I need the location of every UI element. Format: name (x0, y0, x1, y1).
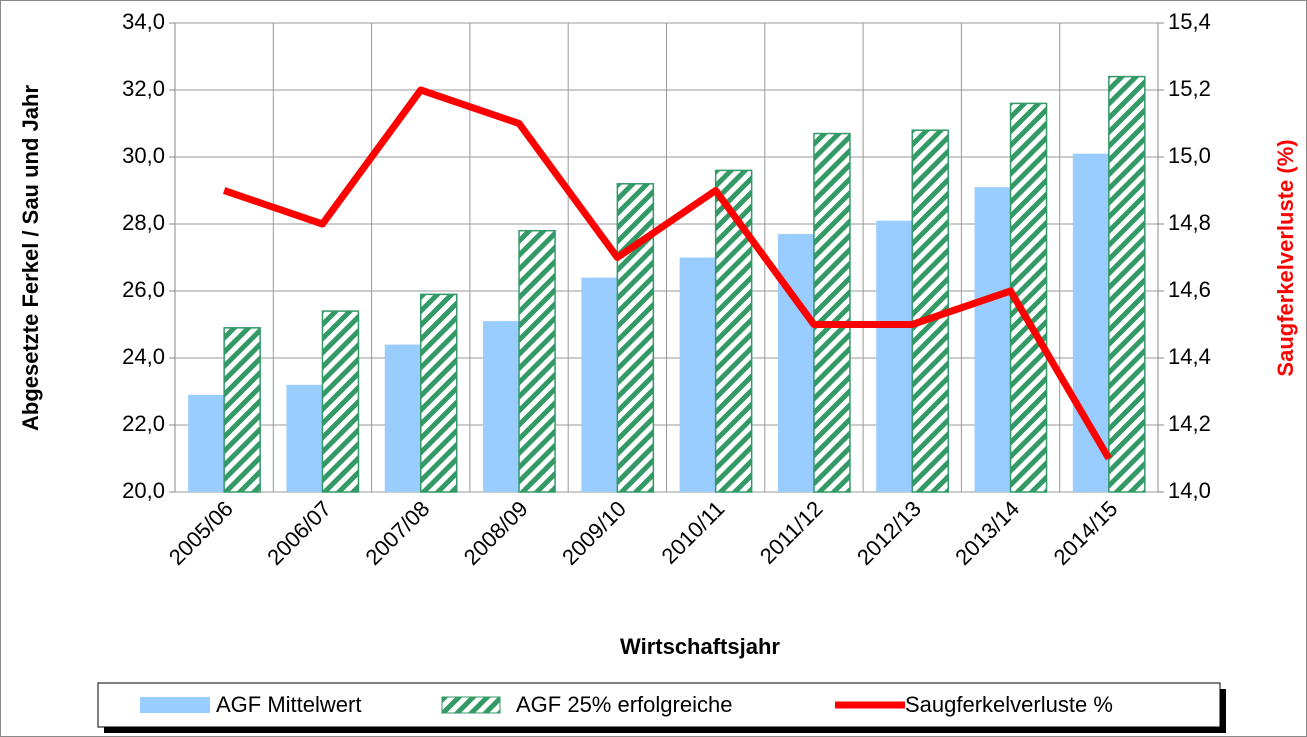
bar (581, 277, 618, 492)
legend-label: Saugferkelverluste % (905, 692, 1113, 717)
bar (1108, 75, 1146, 493)
y2-tick-label: 15,0 (1168, 143, 1211, 168)
x-axis-title: Wirtschaftsjahr (620, 634, 780, 659)
y-axis-title: Abgesetzte Ferkel / Sau und Jahr (18, 85, 43, 431)
y2-tick-label: 14,6 (1168, 277, 1211, 302)
bar (223, 327, 261, 493)
y2-tick-label: 14,2 (1168, 411, 1211, 436)
legend-swatch (140, 697, 210, 713)
y-tick-label: 30,0 (122, 143, 165, 168)
y2-tick-label: 14,4 (1168, 344, 1211, 369)
bar (714, 169, 753, 493)
y2-tick-label: 14,8 (1168, 210, 1211, 235)
y-tick-label: 28,0 (122, 210, 165, 235)
y2-tick-label: 14,0 (1168, 478, 1211, 503)
bar (1072, 153, 1109, 492)
y-tick-label: 20,0 (122, 478, 165, 503)
bar (321, 310, 360, 493)
legend (97, 682, 1221, 728)
bar (679, 257, 716, 492)
bar (616, 183, 655, 493)
bar (188, 394, 225, 492)
bar (876, 220, 913, 492)
legend-swatch (441, 696, 501, 714)
y-tick-label: 32,0 (122, 76, 165, 101)
bar (518, 229, 556, 493)
y-tick-label: 26,0 (122, 277, 165, 302)
y2-tick-label: 15,4 (1168, 9, 1211, 34)
y-tick-label: 24,0 (122, 344, 165, 369)
y2-tick-label: 15,2 (1168, 76, 1211, 101)
bar (777, 234, 814, 493)
bar (384, 344, 421, 492)
bar (813, 132, 851, 493)
bar (974, 187, 1011, 492)
y2-axis-title: Saugferkelverluste (%) (1273, 139, 1298, 376)
bar (420, 293, 458, 493)
bar (286, 384, 323, 492)
y-tick-label: 22,0 (122, 411, 165, 436)
legend-label: AGF Mittelwert (216, 692, 361, 717)
legend-label: AGF 25% erfolgreiche (516, 692, 732, 717)
y-tick-label: 34,0 (122, 9, 165, 34)
bar (483, 321, 520, 492)
line (223, 86, 1112, 461)
